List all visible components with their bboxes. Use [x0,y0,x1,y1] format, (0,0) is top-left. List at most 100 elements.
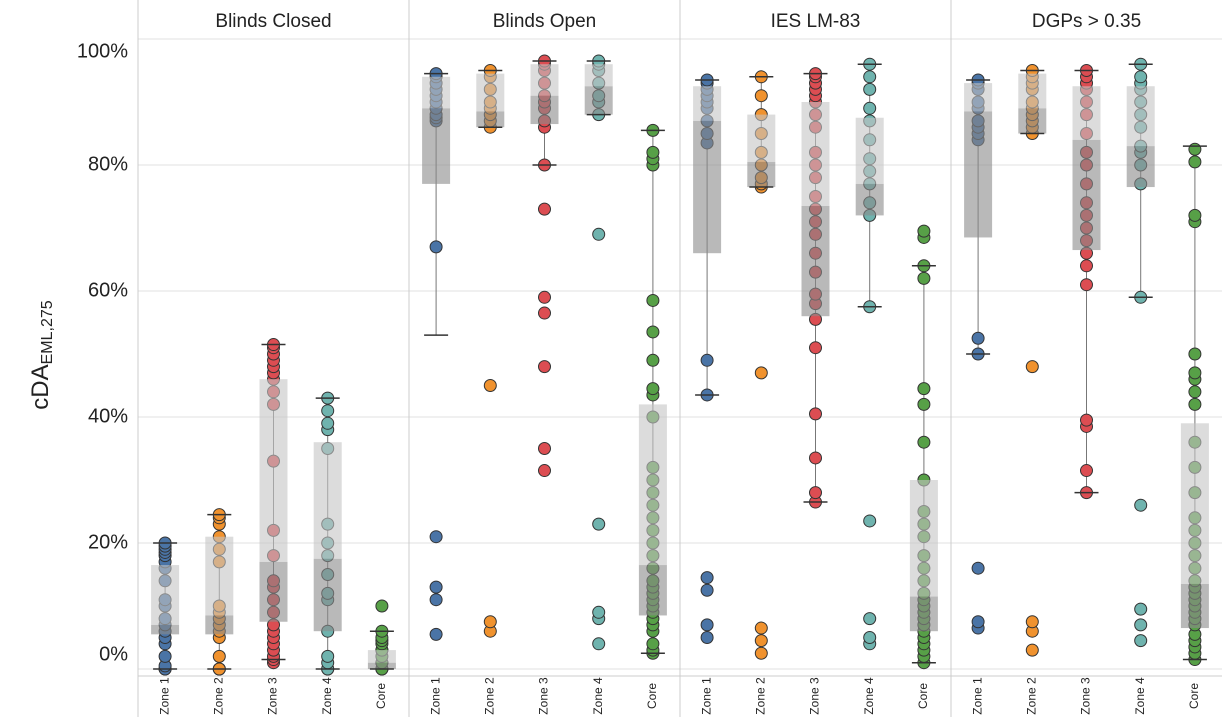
data-point [212,649,226,663]
box-lower [909,596,938,632]
data-point [429,627,443,641]
data-point [1188,397,1202,411]
x-tick-label: Zone 1 [157,677,171,715]
data-point [483,379,497,392]
data-point [863,82,877,96]
data-point [1080,464,1093,478]
data-point [646,637,660,651]
x-tick-label: Core [645,683,659,709]
box-upper [151,565,180,625]
box-upper [909,480,938,597]
data-point [1134,498,1148,512]
data-point [700,571,714,585]
y-label-main: cDA [27,364,54,409]
data-point [809,407,822,421]
box-lower [855,183,884,216]
data-point [538,442,551,455]
data-point [809,451,822,465]
data-point [592,637,606,651]
box-upper [1180,423,1209,584]
data-point [917,397,931,411]
data-point [1188,155,1202,169]
x-tick-label: Zone 2 [211,677,225,715]
data-point [646,293,660,307]
x-tick-label: Zone 3 [808,677,822,715]
box-upper [1126,86,1155,147]
panel-title: IES LM-83 [771,11,861,32]
data-point [538,360,551,374]
data-point [700,583,714,597]
y-tick-label: 20% [88,531,128,553]
x-tick-label: Zone 4 [1133,677,1147,715]
x-tick-label: Core [1187,683,1201,709]
box-upper [855,117,884,184]
box-lower [313,558,342,632]
data-point [1025,615,1039,629]
data-point [321,416,335,430]
x-tick-label: Zone 1 [970,677,984,715]
data-point [592,227,606,241]
data-point [1134,70,1148,84]
box-upper [801,102,830,206]
data-point [971,561,985,575]
data-point [700,353,714,367]
y-axis-label: cDAEML,275 [27,300,56,409]
box-upper [205,536,234,616]
data-point [429,593,443,607]
x-tick-label: Zone 1 [699,677,713,715]
data-point [754,646,768,660]
box-lower [1072,139,1101,251]
x-tick-label: Zone 2 [1024,677,1038,715]
data-point [483,615,497,629]
data-point [1188,347,1202,361]
box-upper [693,86,722,121]
box-lower [693,120,722,254]
data-point [429,530,443,544]
data-point [1025,360,1039,374]
x-tick-label: Zone 1 [428,677,442,715]
data-point [646,353,660,367]
box-lower [638,565,667,616]
data-point [538,290,551,304]
y-tick-label: 40% [88,405,128,427]
data-point [863,514,877,528]
x-tick-label: Zone 4 [862,677,876,715]
data-point [646,145,660,159]
data-point [917,435,931,449]
data-point [917,382,931,396]
box-upper [313,442,342,559]
box-lower [1018,108,1047,134]
data-point [700,618,714,632]
data-point [1134,602,1148,616]
data-point [538,464,551,478]
x-tick-label: Zone 3 [1079,677,1093,715]
box-lower [367,662,396,669]
data-point [809,341,822,355]
x-tick-label: Core [374,683,388,709]
panel-title: DGPs > 0.35 [1032,11,1141,32]
panel-title: Blinds Open [493,11,597,32]
box-upper [1072,86,1101,140]
data-point [429,580,443,594]
x-tick-label: Zone 2 [753,677,767,715]
x-tick-label: Core [916,683,930,709]
data-point [1080,413,1093,427]
box-upper [964,83,993,112]
data-point [754,366,768,380]
box-upper [530,64,559,96]
panel-title: Blinds Closed [215,11,331,32]
box-lower [1126,146,1155,188]
x-tick-label: Zone 4 [320,677,334,715]
box-lower [422,108,451,184]
data-point [863,70,877,84]
data-point [809,486,822,500]
x-tick-label: Zone 3 [537,677,551,715]
data-point [1188,142,1202,156]
data-point [754,634,768,648]
data-point [646,325,660,339]
box-upper [422,76,451,109]
data-point [863,612,877,626]
data-point [754,621,768,635]
data-point [700,631,714,644]
data-point [1080,259,1093,273]
